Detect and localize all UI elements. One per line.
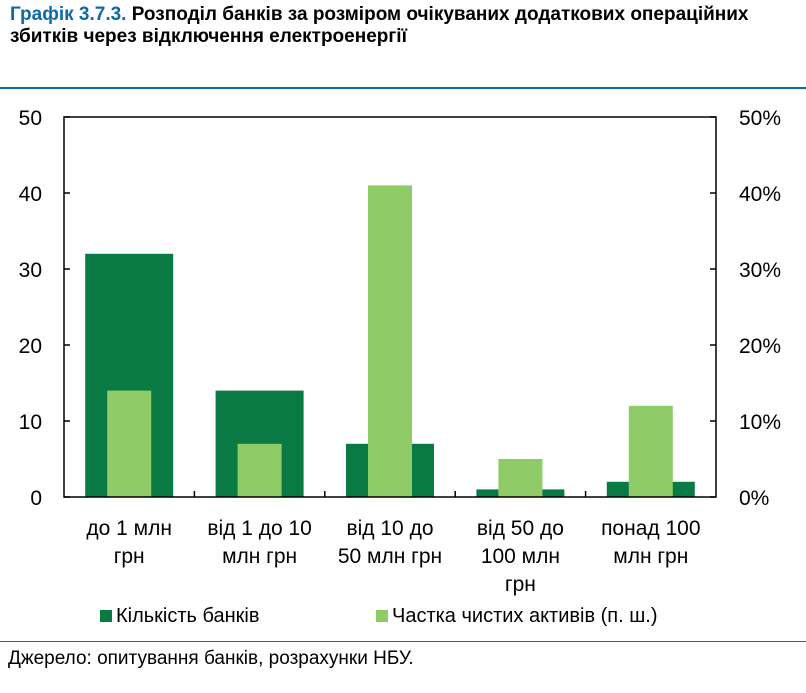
left-tick-label-1: 10 bbox=[19, 411, 42, 434]
category-label-2-1: 50 млн грн bbox=[338, 545, 442, 568]
right-tick-label-0: 0% bbox=[739, 487, 769, 510]
right-tick-label-1: 10% bbox=[739, 411, 781, 434]
bar-share-0 bbox=[107, 390, 152, 497]
left-tick-label-5: 50 bbox=[19, 107, 42, 130]
ticks-layer bbox=[64, 116, 716, 498]
category-label-2-0: від 10 до bbox=[346, 517, 433, 540]
bars-layer bbox=[85, 185, 695, 497]
top-rule bbox=[0, 87, 806, 89]
right-tick-label-5: 50% bbox=[739, 107, 781, 130]
labels-layer: 0 10 20 30 40 50 0% 10% 20% 30% 40% 50% до 1 млн грн в… bbox=[19, 107, 781, 596]
source-note: Джерело: опитування банків, розрахунки Н… bbox=[8, 648, 414, 669]
bottom-rule bbox=[0, 641, 806, 642]
left-tick-label-3: 30 bbox=[19, 259, 42, 282]
chart-number: Графік 3.7.3. bbox=[10, 4, 127, 25]
left-tick-label-4: 40 bbox=[19, 183, 42, 206]
legend-label-0: Кількість банків bbox=[116, 605, 260, 627]
legend-swatch-0 bbox=[100, 610, 112, 622]
plot-frame bbox=[63, 116, 717, 498]
category-label-3-2: грн bbox=[505, 573, 536, 596]
category-label-1-1: млн грн bbox=[222, 545, 297, 568]
category-label-4-0: понад 100 bbox=[601, 517, 700, 540]
chart-title: Графік 3.7.3. Розподіл банків за розміро… bbox=[10, 4, 790, 48]
legend-label-1: Частка чистих активів (п. ш.) bbox=[392, 605, 658, 627]
right-tick-label-4: 40% bbox=[739, 183, 781, 206]
category-label-0-1: грн bbox=[114, 545, 145, 568]
legend-swatch-1 bbox=[376, 610, 388, 622]
bar-chart: 0 10 20 30 40 50 0% 10% 20% 30% 40% 50% до 1 млн грн в… bbox=[19, 107, 781, 627]
bar-share-1 bbox=[237, 443, 282, 497]
right-tick-label-3: 30% bbox=[739, 259, 781, 282]
category-label-0-0: до 1 млн bbox=[86, 517, 172, 540]
category-label-1-0: від 1 до 10 bbox=[207, 517, 312, 540]
left-tick-label-0: 0 bbox=[30, 487, 42, 510]
legend: Кількість банків Частка чистих активів (п… bbox=[100, 605, 658, 627]
bar-share-3 bbox=[498, 459, 543, 497]
bar-share-4 bbox=[628, 405, 673, 497]
bar-share-2 bbox=[368, 185, 412, 497]
category-label-3-0: від 50 до bbox=[477, 517, 564, 540]
category-label-4-1: млн грн bbox=[613, 545, 688, 568]
left-tick-label-2: 20 bbox=[19, 335, 42, 358]
right-tick-label-2: 20% bbox=[739, 335, 781, 358]
chart-title-text: Розподіл банків за розміром очікуваних д… bbox=[10, 4, 749, 47]
category-label-3-1: 100 млн bbox=[481, 545, 560, 568]
